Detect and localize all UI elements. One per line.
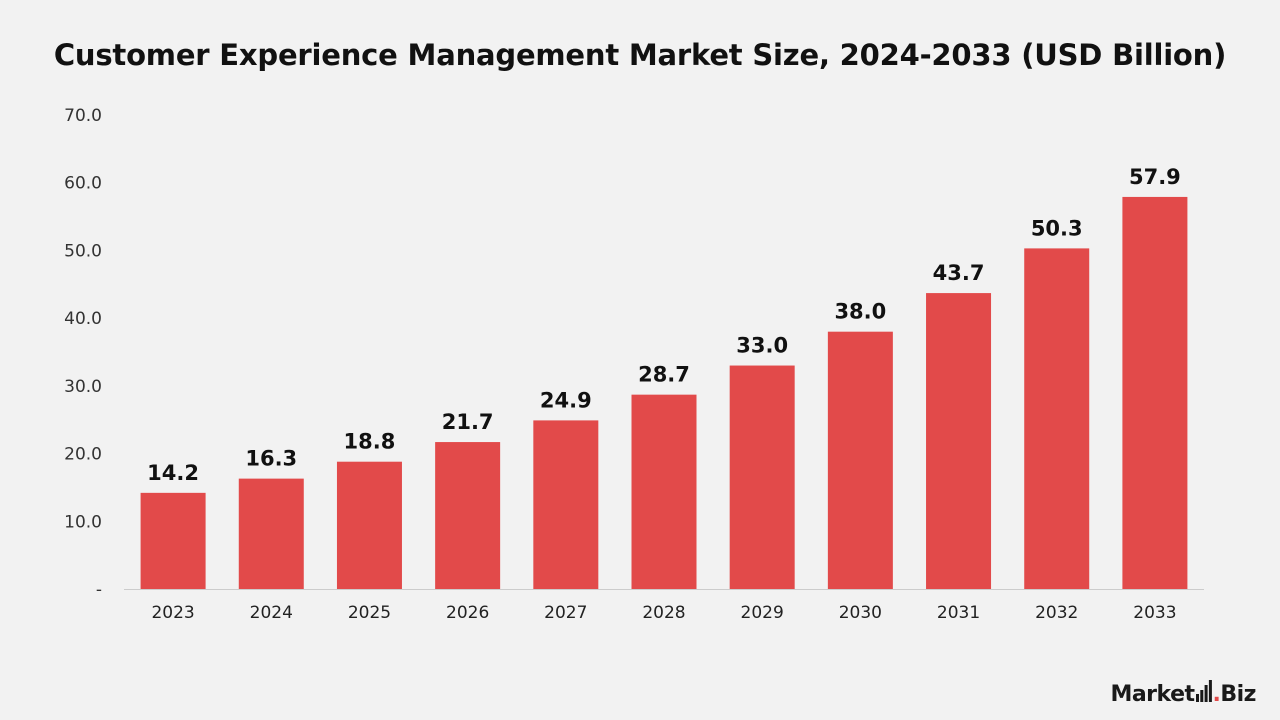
bar-2032 [1024,248,1090,589]
x-tick-label: 2028 [642,603,685,623]
y-tick-label: 10.0 [64,512,102,532]
x-tick-label: 2023 [151,603,194,623]
logo-text-suffix: Biz [1220,682,1256,707]
logo-text-main: Market [1110,682,1195,707]
data-label-2028: 28.7 [638,363,690,387]
y-axis-ticks: - 10.0 20.0 30.0 40.0 50.0 60.0 70.0 [64,106,102,600]
data-label-2023: 14.2 [147,461,199,485]
bar-2029 [729,365,795,589]
x-tick-label: 2024 [250,603,293,623]
signal-bars-icon [1195,680,1212,702]
bars-group [140,196,1188,590]
x-tick-label: 2025 [348,603,391,623]
y-tick-label: 60.0 [64,174,102,194]
x-tick-label: 2033 [1133,603,1176,623]
bar-2033 [1122,196,1188,590]
bar-2031 [926,293,992,589]
chart-title: Customer Experience Management Market Si… [53,38,1227,72]
y-tick-label: 70.0 [64,106,102,126]
bar-2030 [827,331,893,589]
bar-2024 [238,478,304,589]
x-tick-label: 2030 [839,603,882,623]
bar-2028 [631,394,697,589]
data-label-2026: 21.7 [442,410,494,434]
marketbiz-logo: Market . Biz [1110,670,1256,706]
data-label-2024: 16.3 [245,447,297,471]
y-tick-label: - [96,580,102,600]
bar-2023 [140,492,206,589]
x-tick-label: 2029 [741,603,784,623]
y-tick-label: 50.0 [64,241,102,261]
bar-2025 [336,461,402,589]
x-tick-label: 2026 [446,603,489,623]
data-label-2029: 33.0 [736,334,788,358]
data-label-2027: 24.9 [540,388,592,412]
data-label-2032: 50.3 [1031,216,1083,240]
x-tick-label: 2032 [1035,603,1078,623]
data-label-2031: 43.7 [933,261,985,285]
logo-text-dot: . [1212,682,1221,707]
bar-2026 [435,442,501,589]
y-tick-label: 20.0 [64,445,102,465]
x-tick-label: 2031 [937,603,980,623]
data-labels-group: 14.2 16.3 18.8 21.7 24.9 28.7 33.0 38.0 43.7 50.3… [147,165,1181,485]
bar-2027 [533,420,599,589]
data-label-2025: 18.8 [344,430,396,454]
data-label-2033: 57.9 [1129,165,1181,189]
y-tick-label: 40.0 [64,309,102,329]
data-label-2030: 38.0 [834,300,886,324]
y-tick-label: 30.0 [64,377,102,397]
x-tick-label: 2027 [544,603,587,623]
x-axis-ticks: 2023 2024 2025 2026 2027 2028 2029 2030 2031 2032… [151,603,1176,623]
